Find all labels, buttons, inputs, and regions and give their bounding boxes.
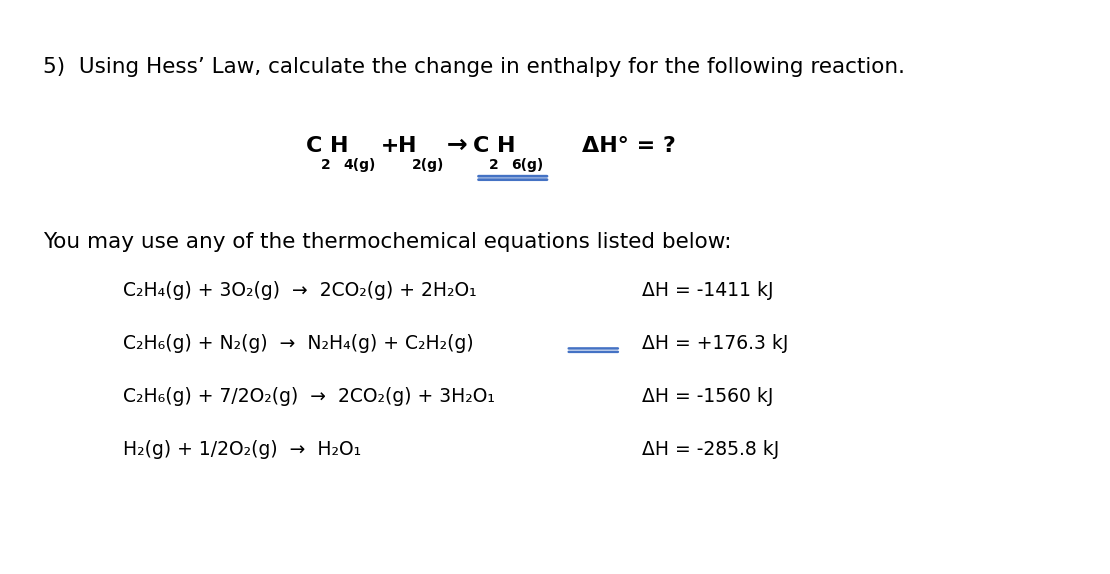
Text: C₂H₄(g) + 3O₂(g)  →  2CO₂(g) + 2H₂O₁: C₂H₄(g) + 3O₂(g) → 2CO₂(g) + 2H₂O₁ xyxy=(123,281,477,300)
Text: H: H xyxy=(398,136,417,156)
Text: H₂(g) + 1/2O₂(g)  →  H₂O₁: H₂(g) + 1/2O₂(g) → H₂O₁ xyxy=(123,440,362,459)
Text: 2: 2 xyxy=(321,158,331,172)
Text: ΔH = +176.3 kJ: ΔH = +176.3 kJ xyxy=(643,334,788,353)
Text: H: H xyxy=(497,136,516,156)
Text: ΔH = -1411 kJ: ΔH = -1411 kJ xyxy=(643,281,774,300)
Text: 4(g): 4(g) xyxy=(344,158,376,172)
Text: ΔH = -285.8 kJ: ΔH = -285.8 kJ xyxy=(643,440,779,459)
Text: C: C xyxy=(473,136,488,156)
Text: ΔH° = ?: ΔH° = ? xyxy=(551,136,676,156)
Text: +: + xyxy=(373,136,406,156)
Text: H: H xyxy=(330,136,349,156)
Text: C₂H₆(g) + 7/2O₂(g)  →  2CO₂(g) + 3H₂O₁: C₂H₆(g) + 7/2O₂(g) → 2CO₂(g) + 3H₂O₁ xyxy=(123,387,495,406)
Text: C: C xyxy=(306,136,322,156)
Text: 2(g): 2(g) xyxy=(412,158,445,172)
Text: →: → xyxy=(438,133,468,157)
Text: You may use any of the thermochemical equations listed below:: You may use any of the thermochemical eq… xyxy=(43,232,731,253)
Text: 6(g): 6(g) xyxy=(511,158,544,172)
Text: ΔH = -1560 kJ: ΔH = -1560 kJ xyxy=(643,387,774,406)
Text: 2: 2 xyxy=(488,158,498,172)
Text: 5)  Using Hess’ Law, calculate the change in enthalpy for the following reaction: 5) Using Hess’ Law, calculate the change… xyxy=(43,57,905,77)
Text: C₂H₆(g) + N₂(g)  →  N₂H₄(g) + C₂H₂(g): C₂H₆(g) + N₂(g) → N₂H₄(g) + C₂H₂(g) xyxy=(123,334,474,353)
